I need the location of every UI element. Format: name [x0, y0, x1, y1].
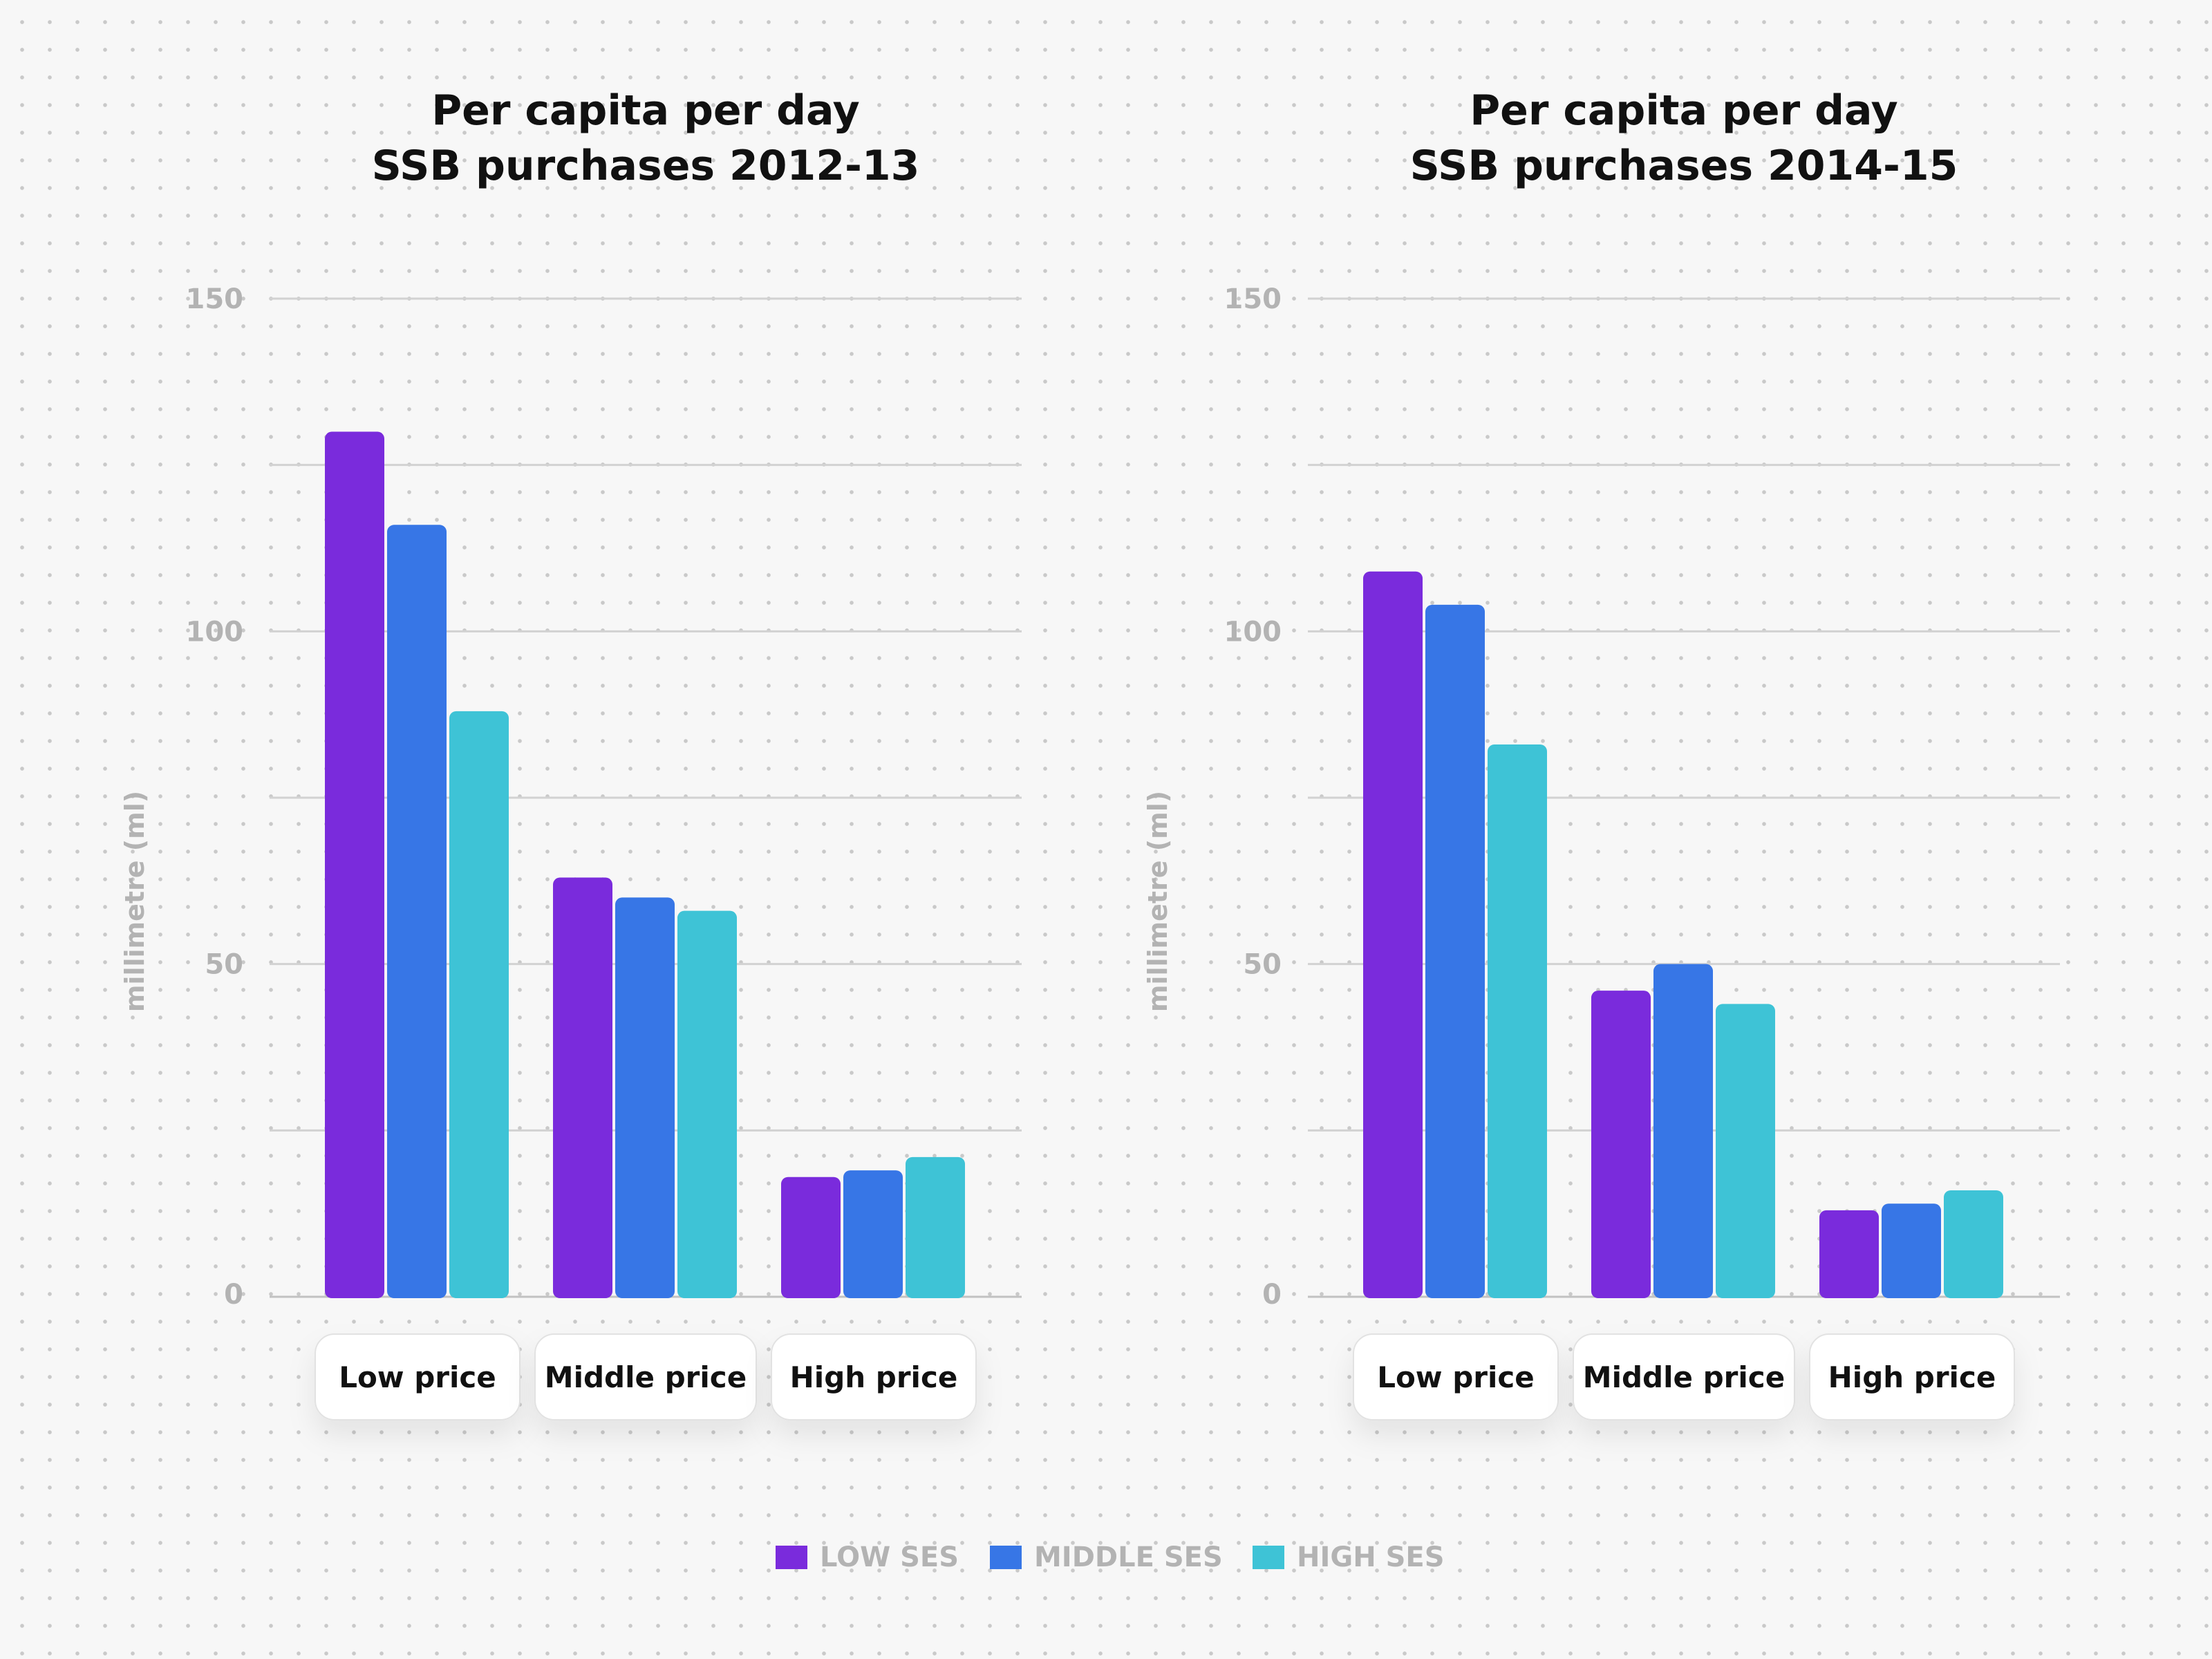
category-label-box — [315, 1333, 521, 1421]
category-label-high-price: High price — [1809, 1333, 2015, 1421]
legend-swatch — [776, 1546, 807, 1569]
bar-high-price-high-ses: HIGH SES: 16 — [1944, 1190, 2003, 1298]
category-label-high-price: High price — [771, 1333, 977, 1421]
category-label-middle-price: Middle price — [534, 1333, 757, 1421]
bar-low-price-middle-ses: MIDDLE SES: 104 — [1425, 604, 1485, 1298]
category-label-text: Middle price — [545, 1360, 747, 1394]
bar-high-price-middle-ses: MIDDLE SES: 14 — [1882, 1203, 1941, 1298]
y-tick-label: 150 — [1224, 283, 1282, 315]
legend-item-middle-ses: MIDDLE SES — [990, 1541, 1223, 1573]
legend-label: HIGH SES — [1297, 1541, 1445, 1573]
y-tick-label: 50 — [205, 949, 243, 981]
category-label-low-price: Low price — [1353, 1333, 1559, 1421]
category-label-box — [1809, 1333, 2015, 1421]
bar-high-price-low-ses: LOW SES: 18 — [781, 1177, 841, 1298]
chart-2012-13: Per capita per day SSB purchases 2012-13 0… — [120, 86, 1022, 1421]
chart-title-line-2: SSB purchases 2014-15 — [1410, 142, 1958, 190]
y-axis-label: millimetre (ml) — [120, 791, 150, 1012]
y-tick-label: 50 — [1243, 949, 1282, 981]
bar-middle-price-middle-ses: MIDDLE SES: 50 — [1653, 964, 1713, 1298]
bar-low-price-high-ses: HIGH SES: 88 — [449, 711, 509, 1298]
category-label-text: Low price — [1377, 1360, 1535, 1394]
y-tick-label: 100 — [186, 616, 244, 648]
bar-middle-price-high-ses: HIGH SES: 58 — [677, 910, 737, 1298]
y-tick-label: 0 — [224, 1279, 243, 1311]
chart-title-line-1: Per capita per day — [1470, 86, 1898, 135]
legend-label: MIDDLE SES — [1034, 1541, 1223, 1573]
bar-middle-price-low-ses: LOW SES: 63 — [553, 877, 612, 1298]
bar-high-price-low-ses: LOW SES: 13 — [1819, 1210, 1879, 1298]
y-axis-label: millimetre (ml) — [1143, 791, 1173, 1012]
bar-middle-price-low-ses: LOW SES: 46 — [1591, 991, 1651, 1298]
category-label-middle-price: Middle price — [1573, 1333, 1795, 1421]
category-label-text: High price — [1828, 1360, 1996, 1394]
category-label-box — [534, 1333, 757, 1421]
category-label-text: High price — [790, 1360, 958, 1394]
category-label-low-price: Low price — [315, 1333, 521, 1421]
bar-high-price-high-ses: HIGH SES: 21 — [906, 1156, 965, 1298]
category-label-text: Middle price — [1583, 1360, 1785, 1394]
category-label-box — [771, 1333, 977, 1421]
category-label-box — [1573, 1333, 1795, 1421]
legend-label: LOW SES — [820, 1541, 959, 1573]
bar-middle-price-middle-ses: MIDDLE SES: 60 — [615, 897, 675, 1298]
chart-title-line-2: SSB purchases 2012-13 — [372, 142, 920, 190]
y-tick-label: 150 — [186, 283, 244, 315]
bar-low-price-low-ses: LOW SES: 109 — [1363, 571, 1423, 1298]
category-label-text: Low price — [339, 1360, 496, 1394]
legend-swatch — [1253, 1546, 1284, 1569]
bar-middle-price-high-ses: HIGH SES: 44 — [1716, 1004, 1775, 1298]
y-tick-label: 100 — [1224, 616, 1282, 648]
y-tick-label: 0 — [1262, 1279, 1282, 1311]
legend: LOW SES MIDDLE SES HIGH SES — [776, 1541, 1445, 1573]
legend-swatch — [990, 1546, 1022, 1569]
legend-item-high-ses: HIGH SES — [1253, 1541, 1445, 1573]
chart-title-line-1: Per capita per day — [431, 86, 860, 135]
bar-high-price-middle-ses: MIDDLE SES: 19 — [843, 1170, 903, 1298]
category-label-box — [1353, 1333, 1559, 1421]
bar-low-price-high-ses: HIGH SES: 83 — [1488, 744, 1547, 1298]
legend-item-low-ses: LOW SES — [776, 1541, 959, 1573]
bar-low-price-middle-ses: MIDDLE SES: 116 — [387, 525, 447, 1298]
chart-2014-15: Per capita per day SSB purchases 2014-15 0… — [1143, 86, 2060, 1421]
bar-low-price-low-ses: LOW SES: 130 — [325, 431, 384, 1298]
